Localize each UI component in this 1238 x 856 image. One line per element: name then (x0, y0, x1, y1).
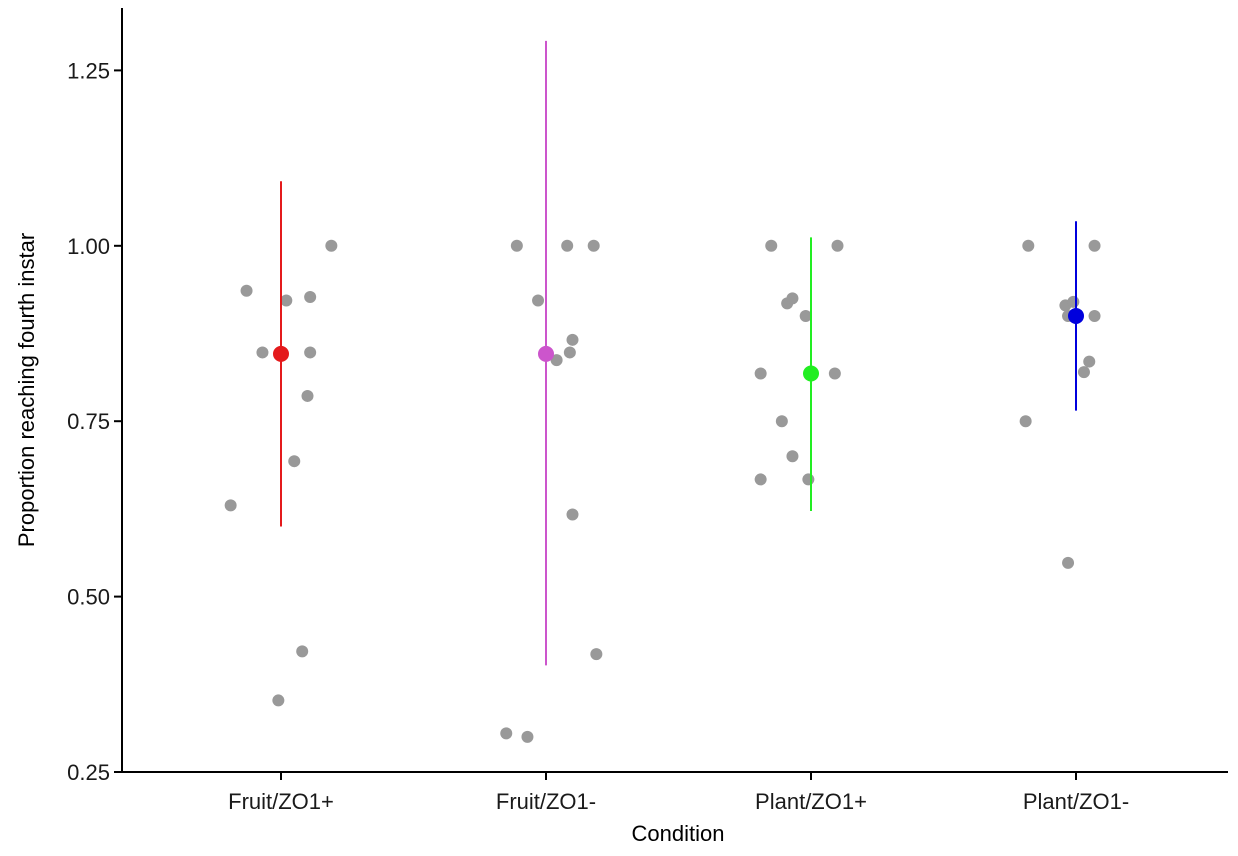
data-point (754, 473, 767, 486)
mean-point (273, 345, 289, 362)
data-point (500, 727, 513, 740)
data-point (563, 346, 576, 359)
mean-point (803, 365, 819, 382)
data-point (296, 645, 309, 658)
data-point (1022, 239, 1035, 252)
group-fruit-zo1- (500, 40, 603, 743)
data-point (1067, 295, 1080, 308)
y-tick-label: 1.00 (67, 234, 110, 259)
data-point (754, 367, 767, 380)
y-axis: 0.25 0.50 0.75 1.00 1.25 (67, 8, 123, 785)
x-tick-label: Fruit/ZO1+ (228, 789, 334, 814)
data-point (1088, 239, 1101, 252)
data-point (1083, 355, 1096, 368)
data-point (799, 309, 812, 322)
data-point (256, 346, 269, 359)
x-tick-label: Plant/ZO1+ (755, 789, 867, 814)
x-tick-label: Plant/ZO1- (1023, 789, 1129, 814)
data-point (550, 354, 563, 367)
y-axis-title: Proportion reaching fourth instar (14, 233, 39, 547)
data-point (587, 239, 600, 252)
y-tick-label: 1.25 (67, 58, 110, 83)
data-point (521, 730, 534, 743)
data-point (1088, 309, 1101, 322)
mean-point (538, 345, 554, 362)
data-point (802, 473, 815, 486)
data-point (831, 239, 844, 252)
data-point (566, 333, 579, 346)
group-plant-zo1- (754, 237, 844, 512)
x-tick-label: Fruit/ZO1- (496, 789, 596, 814)
mean-point (1068, 307, 1084, 324)
data-point (566, 508, 579, 521)
y-tick-label: 0.50 (67, 585, 110, 610)
y-tick-label: 0.25 (67, 760, 110, 785)
group-fruit-zo1- (224, 181, 338, 707)
data-point (304, 291, 317, 304)
data-point (775, 415, 788, 428)
data-point (786, 450, 799, 463)
data-point (828, 367, 841, 380)
y-tick-label: 0.75 (67, 409, 110, 434)
data-point (280, 294, 293, 307)
data-point (786, 292, 799, 305)
data-point (240, 284, 253, 297)
data-point (224, 499, 237, 512)
data-point (288, 455, 301, 468)
x-axis: Fruit/ZO1+ Fruit/ZO1- Plant/ZO1+ Plant/ZO1- (122, 771, 1228, 814)
data-point (304, 346, 317, 359)
data-point (325, 239, 338, 252)
plot-area (224, 40, 1101, 743)
group-plant-zo1- (1019, 221, 1101, 569)
data-point (590, 648, 603, 661)
data-point (272, 694, 285, 707)
x-axis-title: Condition (632, 821, 725, 846)
data-point (765, 239, 778, 252)
data-point (561, 239, 574, 252)
data-point (1077, 366, 1090, 379)
data-point (510, 239, 523, 252)
data-point (1062, 556, 1075, 569)
data-point (532, 294, 545, 307)
data-point (301, 389, 314, 402)
data-point (1019, 415, 1032, 428)
